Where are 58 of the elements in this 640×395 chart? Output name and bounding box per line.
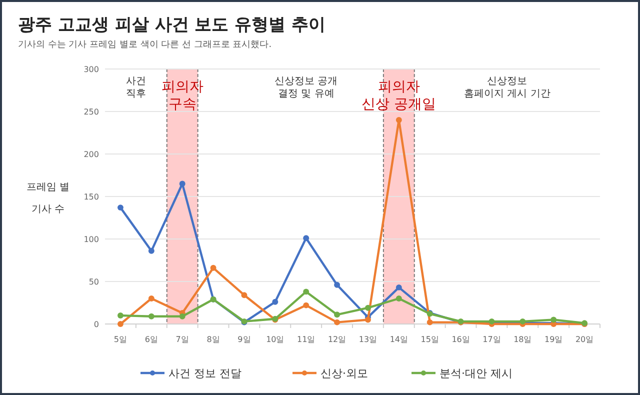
x-tick-label: 17일 xyxy=(482,335,501,344)
point xyxy=(241,292,248,298)
y-tick-label: 150 xyxy=(84,192,99,202)
point xyxy=(148,248,154,254)
chart-title: 광주 고교생 피살 사건 보도 유형별 추이 xyxy=(18,15,326,35)
point xyxy=(117,312,124,318)
point xyxy=(426,319,433,326)
x-tick-label: 11일 xyxy=(297,335,316,344)
point xyxy=(148,296,154,302)
point xyxy=(303,235,310,242)
point xyxy=(179,313,186,320)
legend-label: 신상·외모 xyxy=(320,367,368,380)
point xyxy=(550,316,557,323)
point xyxy=(210,264,216,271)
x-tick-label: 13일 xyxy=(358,335,378,344)
x-tick-label: 15일 xyxy=(420,335,439,344)
point xyxy=(117,204,124,211)
annotation: 사건 직후 xyxy=(126,76,146,100)
x-tick-label: 7일 xyxy=(176,335,189,344)
band-label: 피의자 구속 xyxy=(161,79,204,112)
x-tick-label: 12일 xyxy=(328,335,346,344)
point xyxy=(272,298,278,305)
point xyxy=(396,296,402,302)
x-tick-label: 6일 xyxy=(144,335,158,344)
point xyxy=(148,313,154,320)
point xyxy=(364,304,371,311)
point xyxy=(334,312,340,318)
point xyxy=(117,321,124,327)
x-tick-label: 9일 xyxy=(238,335,251,344)
x-tick-label: 8일 xyxy=(206,335,220,344)
y-tick-label: 300 xyxy=(84,65,99,74)
x-tick-label: 10일 xyxy=(266,335,284,344)
band-label: 피의자 신상 공개일 xyxy=(362,79,436,112)
y-axis-title: 프레임 별 기사 수 xyxy=(26,182,70,215)
point xyxy=(334,319,340,326)
y-tick-label: 200 xyxy=(84,150,99,159)
point xyxy=(303,302,310,308)
chart-subtitle: 기사의 수는 기사 프레임 별로 색이 다른 선 그래프로 표시했다. xyxy=(18,40,272,50)
legend-label: 사건 정보 전달 xyxy=(168,367,242,380)
point xyxy=(179,180,186,187)
annotation: 신상정보 홈페이지 게시 기간 xyxy=(464,76,550,100)
annotation: 신상정보 공개 결정 및 유예 xyxy=(274,76,338,100)
y-tick-label: 50 xyxy=(88,278,99,286)
point xyxy=(334,282,340,288)
x-tick-label: 20일 xyxy=(575,335,594,344)
legend-label: 분석·대안 제시 xyxy=(440,367,512,380)
y-tick-label: 100 xyxy=(84,235,99,244)
x-tick-label: 19일 xyxy=(544,335,563,344)
point xyxy=(396,117,402,123)
x-tick-label: 5일 xyxy=(114,335,128,344)
y-tick-label: 0 xyxy=(94,320,99,329)
x-tick-label: 14일 xyxy=(390,335,408,344)
y-tick-label: 250 xyxy=(84,108,99,116)
x-tick-label: 16일 xyxy=(452,335,470,344)
point xyxy=(396,284,402,290)
point xyxy=(303,288,310,295)
x-tick-label: 18일 xyxy=(514,335,532,344)
point xyxy=(364,316,371,323)
